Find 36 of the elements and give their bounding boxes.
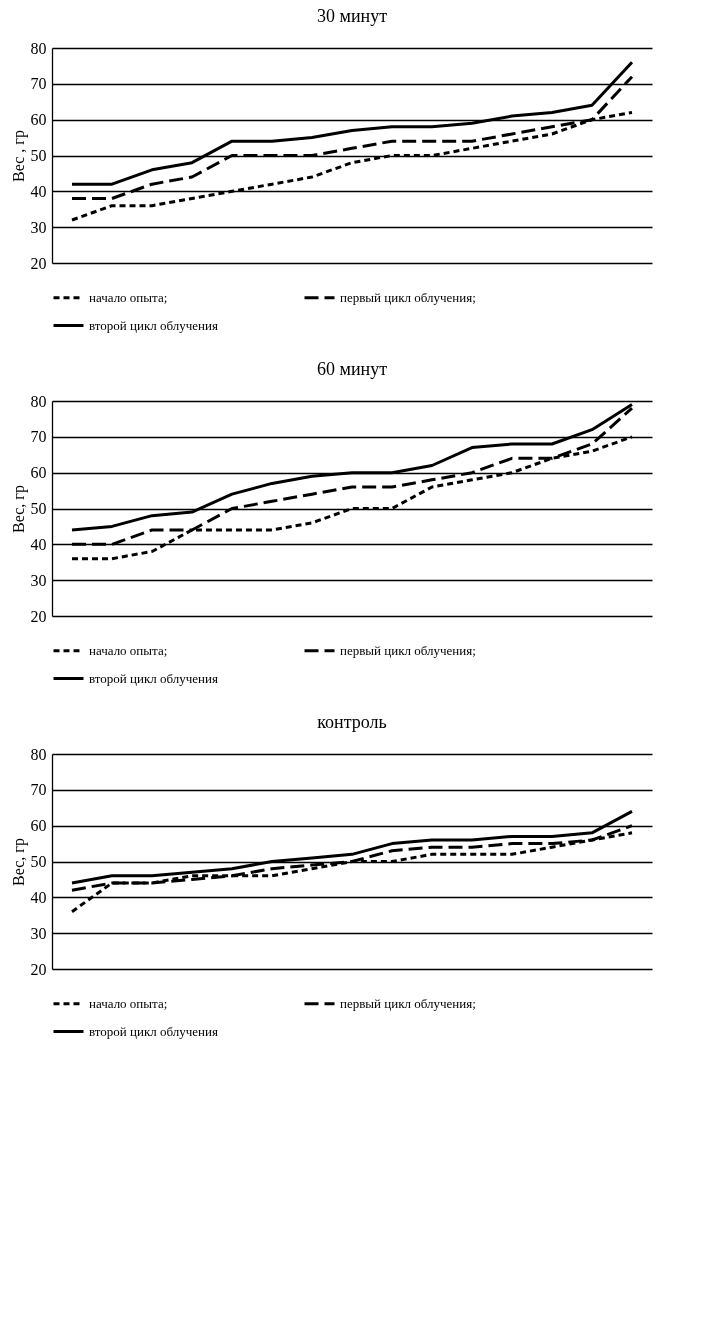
- y-tick-label: 60: [30, 111, 47, 129]
- y-tick-label: 80: [30, 39, 47, 57]
- y-tick-label: 20: [30, 607, 47, 625]
- legend-label: второй цикл облучения: [89, 317, 218, 333]
- y-tick-label: 80: [30, 745, 47, 763]
- y-tick-label: 80: [30, 392, 47, 410]
- chart-title: контроль: [317, 712, 387, 732]
- y-tick-label: 40: [30, 888, 47, 906]
- y-axis-title: Вес, гр: [9, 485, 28, 533]
- y-axis-title: Вес, гр: [9, 838, 28, 886]
- legend-label: второй цикл облучения: [89, 1023, 218, 1039]
- chart-title: 60 минут: [316, 359, 388, 379]
- y-tick-label: 20: [30, 960, 47, 978]
- chart-title: 30 минут: [316, 6, 388, 26]
- y-tick-label: 70: [30, 75, 47, 93]
- legend-label: первый цикл облучения;: [340, 995, 476, 1011]
- legend-label: начало опыта;: [89, 289, 168, 305]
- y-tick-label: 30: [30, 924, 47, 942]
- legend-label: начало опыта;: [89, 995, 168, 1011]
- y-tick-label: 30: [30, 218, 47, 236]
- y-tick-label: 70: [30, 428, 47, 446]
- y-tick-label: 50: [30, 853, 47, 870]
- legend-label: первый цикл облучения;: [340, 289, 476, 305]
- y-axis-title: Вес , гр: [9, 130, 28, 182]
- y-tick-label: 20: [30, 254, 47, 272]
- legend-label: первый цикл облучения;: [340, 642, 476, 658]
- y-tick-label: 40: [30, 182, 47, 200]
- y-tick-label: 70: [30, 781, 47, 799]
- y-tick-label: 50: [30, 500, 47, 517]
- y-tick-label: 60: [30, 464, 47, 482]
- y-tick-label: 60: [30, 817, 47, 835]
- legend-label: начало опыта;: [89, 642, 168, 658]
- y-tick-label: 30: [30, 571, 47, 589]
- legend-label: второй цикл облучения: [89, 670, 218, 686]
- y-tick-label: 50: [30, 147, 47, 164]
- y-tick-label: 40: [30, 535, 47, 553]
